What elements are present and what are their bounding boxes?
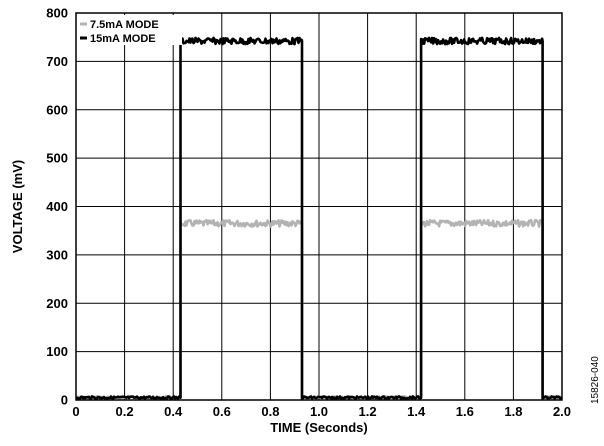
x-tick-label: 1.0 (310, 404, 328, 419)
x-tick-label: 0.2 (116, 404, 134, 419)
y-tick-label: 500 (46, 151, 68, 166)
x-tick-label: 1.4 (407, 404, 426, 419)
y-tick-label: 200 (46, 296, 68, 311)
x-tick-label: 0.4 (164, 404, 183, 419)
y-tick-label: 400 (46, 199, 68, 214)
x-tick-label: 2.0 (553, 404, 571, 419)
legend: 7.5mA MODE 15mA MODE (78, 15, 182, 45)
x-tick-label: 1.6 (456, 404, 474, 419)
plot-frame (75, 12, 563, 401)
x-tick-label: 0 (72, 404, 79, 419)
x-tick-label: 0.6 (213, 404, 231, 419)
x-tick-labels: 0 0.2 0.4 0.6 0.8 1.0 1.2 1.4 1.6 1.8 2.0 (72, 404, 571, 419)
legend-label-15ma: 15mA MODE (90, 33, 156, 45)
x-tick-label: 1.2 (359, 404, 377, 419)
x-tick-label: 1.8 (504, 404, 522, 419)
figure-id: 15826-040 (590, 356, 601, 404)
y-tick-label: 100 (46, 344, 68, 359)
y-tick-label: 600 (46, 102, 68, 117)
x-axis-label: TIME (Seconds) (270, 420, 368, 435)
y-tick-label: 700 (46, 54, 68, 69)
legend-background (78, 15, 182, 45)
series-line-15ma-mode (75, 36, 563, 401)
y-tick-label: 800 (46, 6, 68, 21)
grid (75, 12, 563, 401)
y-axis-label: VOLTAGE (mV) (10, 160, 25, 253)
y-tick-label: 300 (46, 247, 68, 262)
legend-label-7-5ma: 7.5mA MODE (90, 19, 159, 31)
series-layer (75, 36, 563, 401)
x-tick-label: 0.8 (261, 404, 279, 419)
y-tick-labels: 0 100 200 300 400 500 600 700 800 (46, 6, 68, 408)
y-tick-label: 0 (61, 393, 68, 408)
